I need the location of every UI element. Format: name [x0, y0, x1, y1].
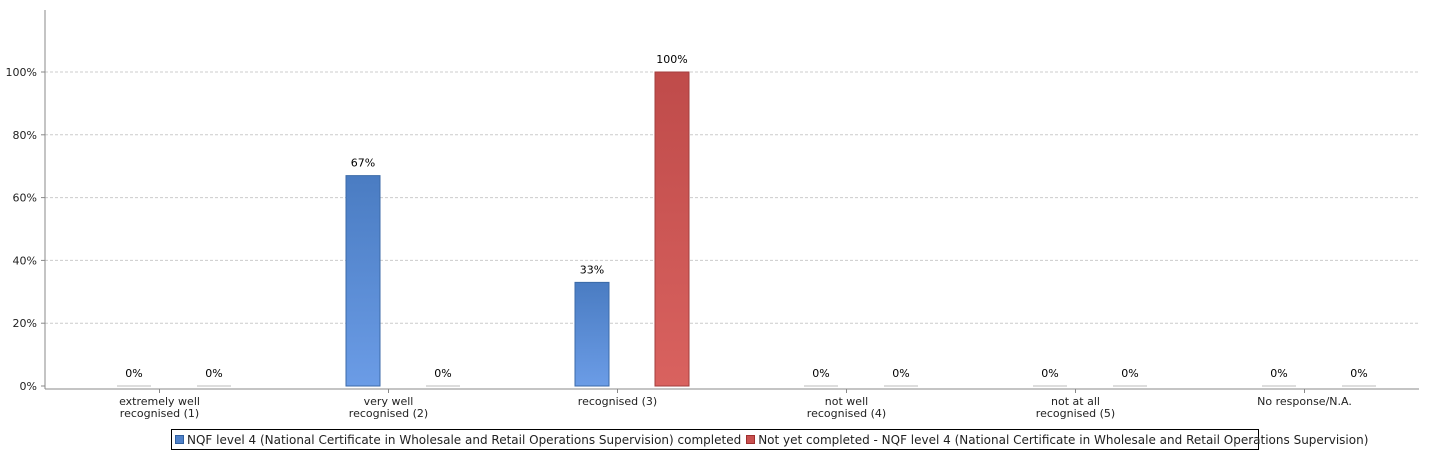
data-label: 0%: [892, 367, 909, 380]
data-label: 0%: [1041, 367, 1058, 380]
data-label: 33%: [580, 263, 604, 276]
x-category-label: recognised (4): [807, 407, 886, 420]
data-label: 0%: [125, 367, 142, 380]
x-category-label: recognised (2): [349, 407, 428, 420]
x-category-label: not at all: [1051, 395, 1100, 408]
legend-swatch-not-completed: [746, 435, 756, 444]
data-label: 67%: [351, 157, 375, 170]
legend-label-not-completed: Not yet completed - NQF level 4 (Nationa…: [758, 432, 1369, 447]
y-tick-label: 60%: [13, 192, 37, 205]
data-label: 0%: [1270, 367, 1287, 380]
bar[interactable]: [345, 175, 381, 387]
legend-swatch-completed: [175, 435, 184, 444]
x-category-label: recognised (1): [120, 407, 199, 420]
legend-item-completed[interactable]: NQF level 4 (National Certificate in Who…: [175, 433, 741, 447]
bars: [117, 71, 1376, 387]
x-category-label: extremely well: [119, 395, 200, 408]
data-labels: 0% 0% 67% 0% 33% 100% 0% 0% 0% 0% 0% 0%: [125, 53, 1367, 380]
data-label: 0%: [812, 367, 829, 380]
y-tick-label: 80%: [13, 129, 37, 142]
data-label: 0%: [205, 367, 222, 380]
bar[interactable]: [654, 71, 690, 387]
y-tick-label: 40%: [13, 254, 37, 267]
y-tick-label: 0%: [20, 380, 37, 393]
legend-item-not-completed[interactable]: Not yet completed - NQF level 4 (Nationa…: [746, 433, 1368, 447]
axes: 0%20%40%60%80%100%extremely wellrecognis…: [6, 10, 1419, 420]
legend-label-completed: NQF level 4 (National Certificate in Who…: [187, 432, 742, 447]
data-label: 0%: [1121, 367, 1138, 380]
x-category-label: recognised (3): [578, 395, 657, 408]
legend: NQF level 4 (National Certificate in Who…: [171, 429, 1368, 450]
x-category-label: No response/N.A.: [1257, 395, 1352, 408]
data-label: 0%: [1350, 367, 1367, 380]
gridlines: [45, 71, 1419, 324]
data-label: 0%: [434, 367, 451, 380]
y-tick-label: 20%: [13, 317, 37, 330]
x-category-label: recognised (5): [1036, 407, 1115, 420]
bar-chart: 0%20%40%60%80%100%extremely wellrecognis…: [6, 10, 1419, 420]
x-category-label: very well: [364, 395, 414, 408]
data-label: 100%: [656, 53, 687, 66]
y-tick-label: 100%: [6, 66, 37, 79]
x-category-label: not well: [825, 395, 868, 408]
bar[interactable]: [574, 281, 610, 387]
